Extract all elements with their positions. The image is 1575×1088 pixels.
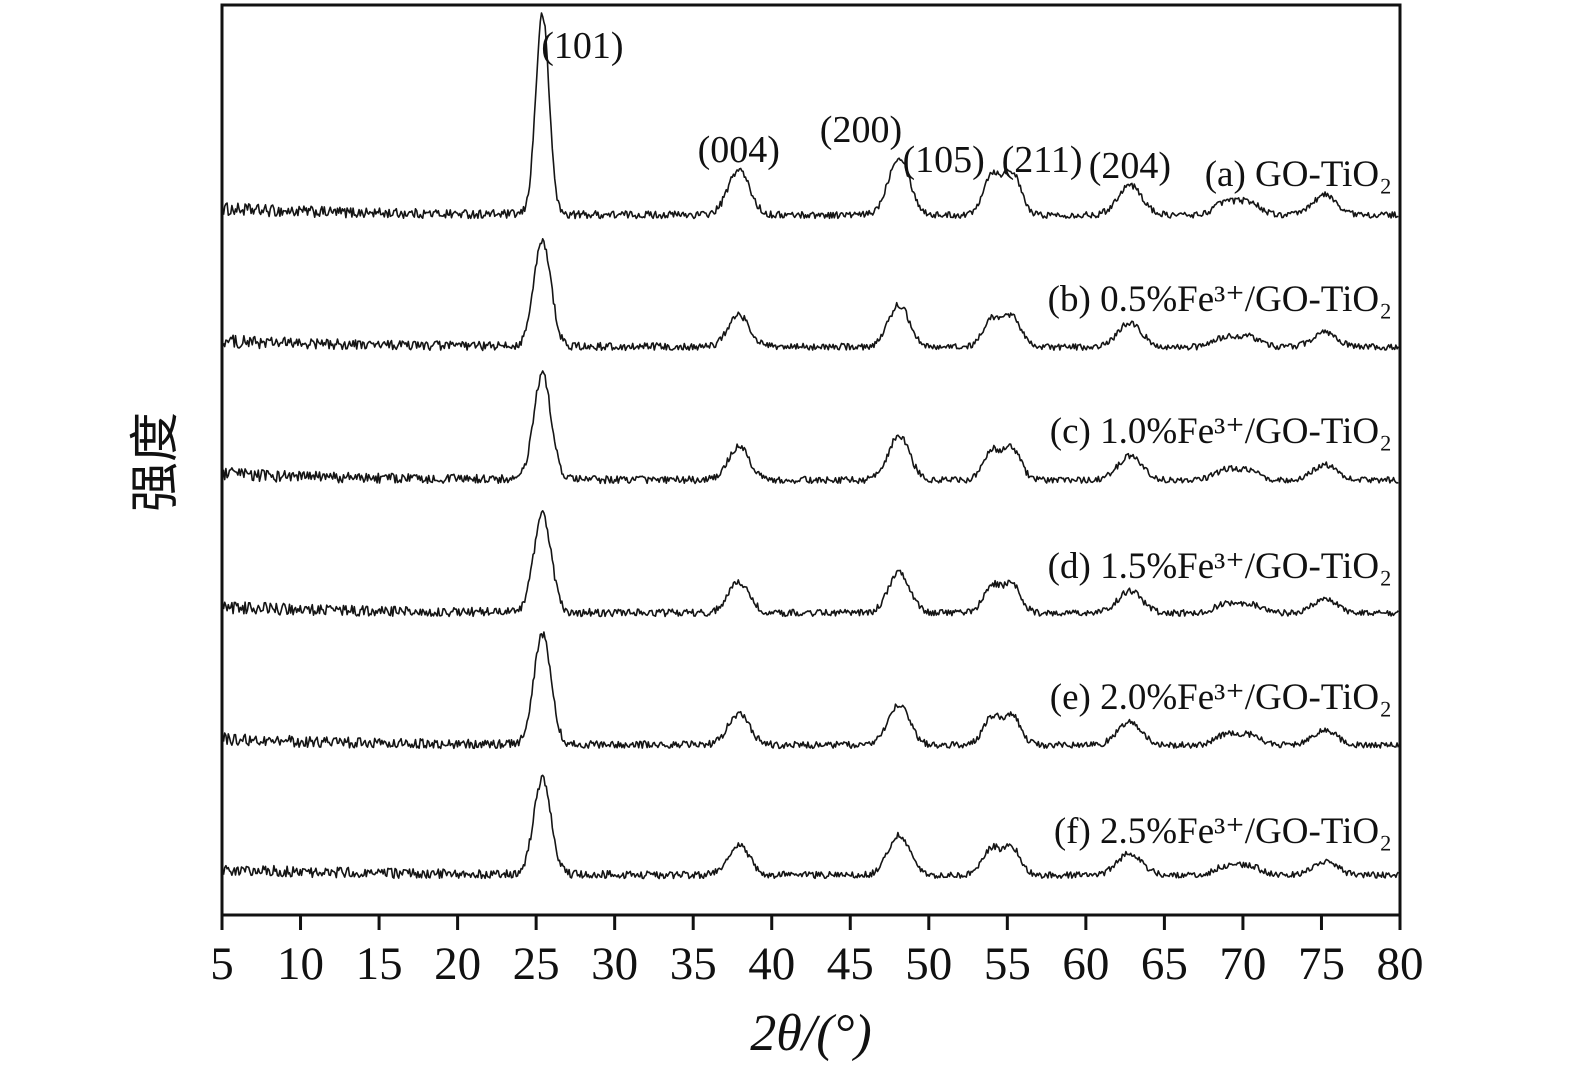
x-tick-label: 50	[905, 938, 952, 990]
plot-border	[220, 3, 1402, 917]
y-axis-label: 强度	[127, 412, 183, 512]
series-label: (a) GO-TiO₂	[1205, 154, 1392, 195]
peak-label: (200)	[820, 109, 902, 151]
xrd-curve	[222, 12, 1399, 220]
xrd-curve	[222, 510, 1399, 618]
x-tick-label: 55	[984, 938, 1031, 990]
x-tick-label: 40	[748, 938, 795, 990]
x-tick-label: 80	[1377, 938, 1424, 990]
x-tick-label: 35	[670, 938, 717, 990]
xrd-curve	[222, 370, 1399, 485]
peak-label: (211)	[1002, 139, 1083, 181]
x-tick-label: 45	[827, 938, 874, 990]
series-label: (f) 2.5%Fe³⁺/GO-TiO₂	[1054, 811, 1392, 852]
xrd-curve	[222, 774, 1399, 880]
peak-label: (101)	[541, 25, 623, 67]
x-tick-label: 10	[277, 938, 324, 990]
x-axis-label: 2θ/(°)	[750, 1005, 871, 1062]
x-tick-label: 70	[1219, 938, 1266, 990]
x-tick-label: 5	[210, 938, 234, 990]
x-tick-label: 65	[1141, 938, 1188, 990]
x-tick-label: 30	[591, 938, 638, 990]
peak-label: (004)	[698, 129, 780, 171]
series-label: (d) 1.5%Fe³⁺/GO-TiO₂	[1048, 546, 1392, 587]
x-tick-label: 60	[1062, 938, 1109, 990]
xrd-curve	[222, 238, 1399, 352]
plot-content: 5 10 15 20 25 30 35 40 45 50 55 60 65 70 75 80 (a) GO-Ti…	[210, 12, 1424, 990]
peak-label: (204)	[1089, 145, 1171, 187]
x-tick-label: 20	[434, 938, 481, 990]
x-tick-label: 25	[513, 938, 560, 990]
x-tick-label: 75	[1298, 938, 1345, 990]
series-label: (b) 0.5%Fe³⁺/GO-TiO₂	[1048, 279, 1392, 320]
series-label: (e) 2.0%Fe³⁺/GO-TiO₂	[1050, 677, 1392, 718]
x-tick-label: 15	[356, 938, 403, 990]
series-label: (c) 1.0%Fe³⁺/GO-TiO₂	[1050, 411, 1392, 452]
xrd-curve	[222, 631, 1400, 750]
peak-label: (105)	[902, 139, 984, 181]
